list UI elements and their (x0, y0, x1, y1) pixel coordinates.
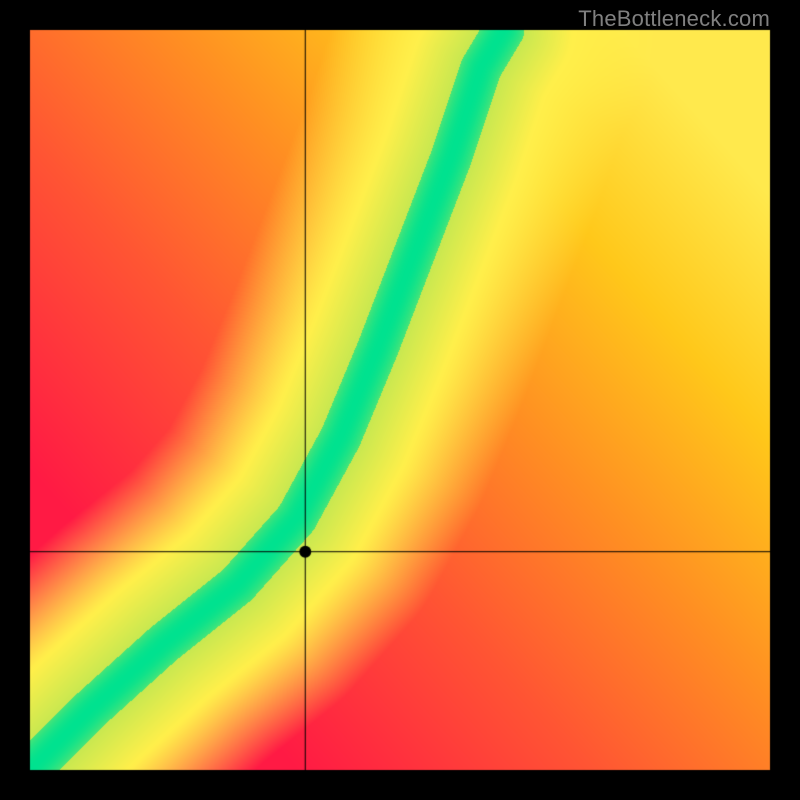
heatmap-canvas (0, 0, 800, 800)
watermark-text: TheBottleneck.com (578, 6, 770, 32)
